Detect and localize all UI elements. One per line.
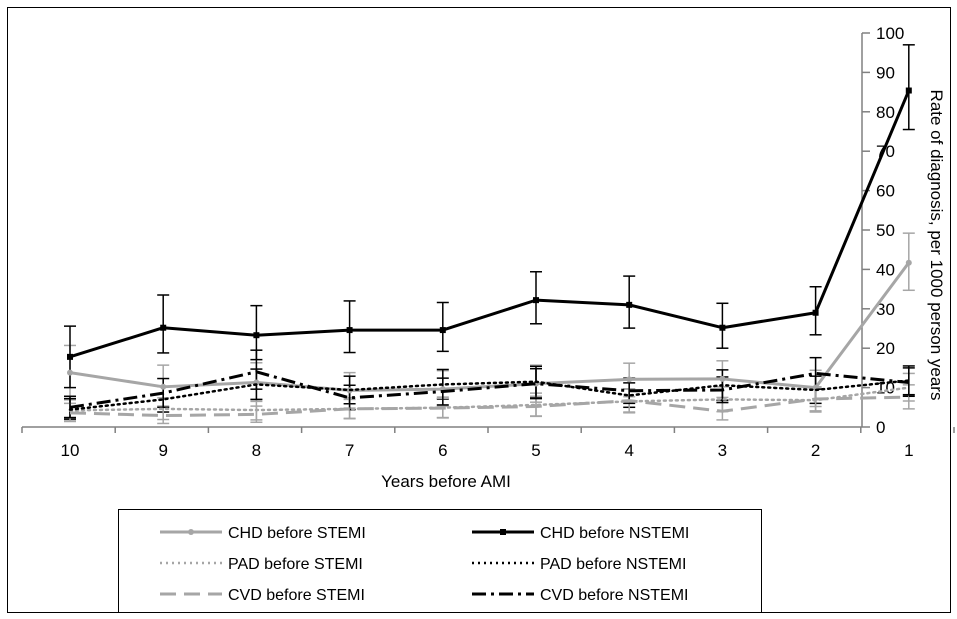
error-bar bbox=[436, 301, 449, 353]
series-line bbox=[69, 395, 909, 418]
y-tick-label: 80 bbox=[876, 103, 895, 122]
data-point bbox=[439, 327, 446, 334]
x-tick-label: 8 bbox=[252, 441, 261, 460]
x-tick-label: 2 bbox=[811, 441, 820, 460]
y-tick-label: 90 bbox=[876, 63, 895, 82]
series-lines bbox=[67, 87, 912, 418]
x-tick-label: 4 bbox=[624, 441, 633, 460]
series-line bbox=[69, 370, 909, 409]
data-point bbox=[160, 324, 167, 331]
y-tick-label: 40 bbox=[876, 260, 895, 279]
x-tick-label: 6 bbox=[438, 441, 447, 460]
data-point bbox=[253, 332, 260, 339]
x-axis-title: Years before AMI bbox=[381, 472, 511, 491]
data-point bbox=[160, 383, 167, 390]
error-bar bbox=[343, 300, 356, 354]
y-tick-label: 60 bbox=[876, 182, 895, 201]
legend-label: CVD before STEMI bbox=[228, 587, 365, 604]
legend-label: CHD before NSTEMI bbox=[540, 525, 689, 542]
x-tick-label: 9 bbox=[158, 441, 167, 460]
data-point bbox=[719, 375, 726, 382]
error-bar bbox=[157, 294, 170, 354]
legend-item: PAD before NSTEMI bbox=[472, 556, 686, 573]
legend-label: CVD before NSTEMI bbox=[540, 587, 688, 604]
y-tick-label: 100 bbox=[876, 24, 904, 43]
legend-label: CHD before STEMI bbox=[228, 525, 366, 542]
legend-item: CHD before STEMI bbox=[160, 525, 366, 542]
legend-item: CHD before NSTEMI bbox=[472, 525, 689, 542]
data-point bbox=[533, 297, 539, 304]
series-line bbox=[69, 89, 911, 359]
legend-item: CVD before STEMI bbox=[160, 587, 365, 604]
y-tick-label: 50 bbox=[876, 221, 895, 240]
legend-item: PAD before STEMI bbox=[160, 556, 363, 573]
data-point bbox=[812, 309, 819, 316]
legend-box bbox=[118, 509, 762, 613]
data-point bbox=[626, 301, 633, 308]
x-tick-label: 3 bbox=[718, 441, 727, 460]
data-point bbox=[719, 324, 726, 331]
series-line bbox=[68, 379, 911, 411]
legend-item: CVD before NSTEMI bbox=[472, 587, 688, 604]
error-bar bbox=[902, 44, 915, 131]
y-tick-label: 0 bbox=[876, 418, 885, 437]
data-point bbox=[905, 259, 912, 266]
x-tick-label: 5 bbox=[531, 441, 540, 460]
y-tick-label: 30 bbox=[876, 300, 895, 319]
x-tick-label: 10 bbox=[61, 441, 80, 460]
data-point bbox=[626, 376, 633, 383]
legend-label: PAD before NSTEMI bbox=[540, 556, 686, 573]
x-tick-label: 7 bbox=[345, 441, 354, 460]
y-axis-title: Rate of diagnosis, per 1000 person years bbox=[927, 90, 946, 401]
data-point bbox=[67, 353, 73, 360]
legend-label: PAD before STEMI bbox=[228, 556, 363, 573]
legend: CHD before STEMI CHD before NSTEMI PAD bef… bbox=[118, 509, 762, 613]
data-point bbox=[67, 369, 73, 376]
data-point bbox=[346, 327, 353, 334]
y-tick-label: 20 bbox=[876, 339, 895, 358]
x-tick-label: 1 bbox=[904, 441, 913, 460]
x-ticks: 10 9 8 7 6 5 4 3 2 1 bbox=[21, 427, 955, 460]
data-point bbox=[905, 87, 912, 94]
